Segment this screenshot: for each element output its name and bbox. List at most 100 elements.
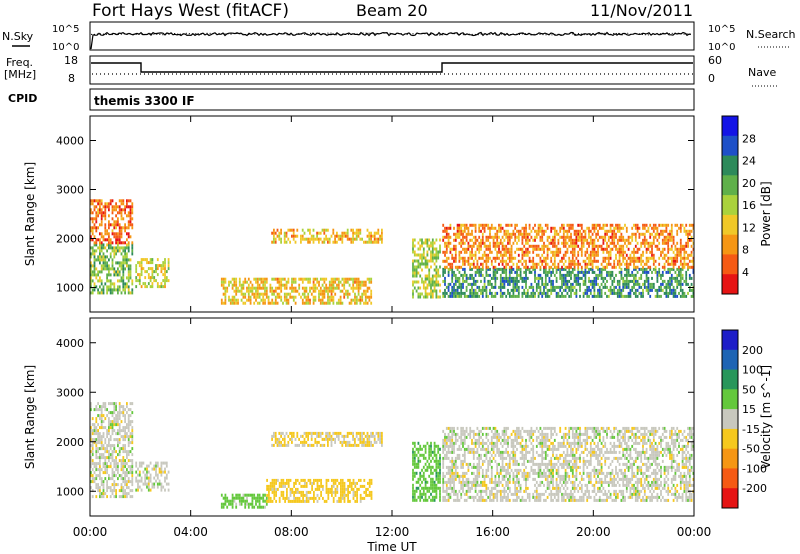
echo-cell [660,250,662,254]
echo-cell [471,285,473,289]
echo-cell [507,279,509,283]
echo-cell [505,294,508,298]
echo-cell [543,265,545,269]
echo-cell [552,279,554,283]
echo-cell [417,459,420,463]
echo-cell [442,450,445,454]
echo-cell [91,273,94,277]
echo-cell [487,253,490,257]
echo-cell [120,405,123,409]
echo-cell [422,492,425,496]
echo-cell [523,229,526,233]
echo-cell [552,267,554,271]
echo-cell [435,238,438,242]
echo-cell [137,479,139,483]
echo-cell [363,289,365,293]
echo-cell [220,283,223,287]
echo-cell [645,256,648,260]
echo-cell [249,295,252,299]
echo-cell [162,461,165,465]
echo-cell [124,444,126,448]
echo-cell [131,211,134,215]
echo-cell [598,226,601,230]
echo-cell [99,252,101,256]
echo-cell [604,259,607,263]
echo-cell [129,402,132,406]
echo-cell [453,288,455,292]
echo-cell [435,489,438,493]
echo-cell [503,270,506,274]
noise-panel-frame [89,21,695,51]
echo-cell [127,246,130,250]
echo-cell [90,444,92,448]
echo-cell [480,267,482,271]
cpid-mode: themis 3300 IF [94,94,195,108]
echo-cell [122,246,125,250]
echo-cell [546,270,549,274]
echo-cell [91,270,94,274]
echo-cell [113,411,116,415]
echo-cell [284,481,286,485]
echo-cell [661,250,664,254]
echo-cell [93,438,96,442]
echo-cell [419,274,422,278]
echo-cell [322,484,324,488]
echo-cell [449,435,452,439]
echo-cell [428,238,431,242]
echo-cell [127,291,130,295]
echo-cell [280,237,282,241]
echo-cell [456,498,459,502]
echo-cell [100,408,103,412]
echo-cell [278,437,281,441]
echo-cell [447,270,450,274]
echo-cell [692,256,695,260]
echo-cell [165,276,168,280]
echo-cell [476,259,479,263]
echo-cell [622,285,625,289]
echo-cell [108,285,110,289]
echo-cell [435,280,438,284]
echo-cell [155,279,157,283]
echo-cell [480,262,482,266]
echo-cell [447,241,450,245]
echo-cell [108,417,110,421]
echo-cell [285,443,288,447]
echo-cell [240,502,243,506]
echo-cell [661,279,664,283]
echo-cell [153,467,156,471]
echo-cell [90,426,92,430]
echo-cell [104,465,107,469]
echo-cell [298,443,300,447]
echo-cell [672,241,675,245]
echo-cell [460,241,463,245]
echo-cell [124,432,126,436]
echo-cell [462,273,464,277]
echo-cell [304,481,306,485]
echo-cell [453,429,455,433]
echo-cell [126,435,128,439]
echo-cell [278,443,281,447]
echo-cell [127,477,130,481]
echo-cell [544,282,547,286]
echo-cell [271,298,274,302]
echo-cell [129,480,132,484]
echo-cell [160,285,163,289]
echo-cell [164,476,166,480]
echo-cell [106,447,108,451]
echo-cell [117,241,119,245]
echo-cell [413,253,416,257]
echo-cell [503,253,506,257]
echo-cell [122,468,125,472]
echo-cell [454,468,457,472]
echo-cell [508,223,511,227]
echo-cell [431,483,434,487]
echo-cell [688,276,691,280]
echo-cell [454,259,457,263]
echo-cell [124,208,126,212]
echo-cell [277,487,279,491]
echo-cell [303,440,306,444]
echo-cell [294,437,297,441]
echo-cell [658,256,661,260]
echo-cell [656,244,659,248]
echo-cell [437,471,440,475]
